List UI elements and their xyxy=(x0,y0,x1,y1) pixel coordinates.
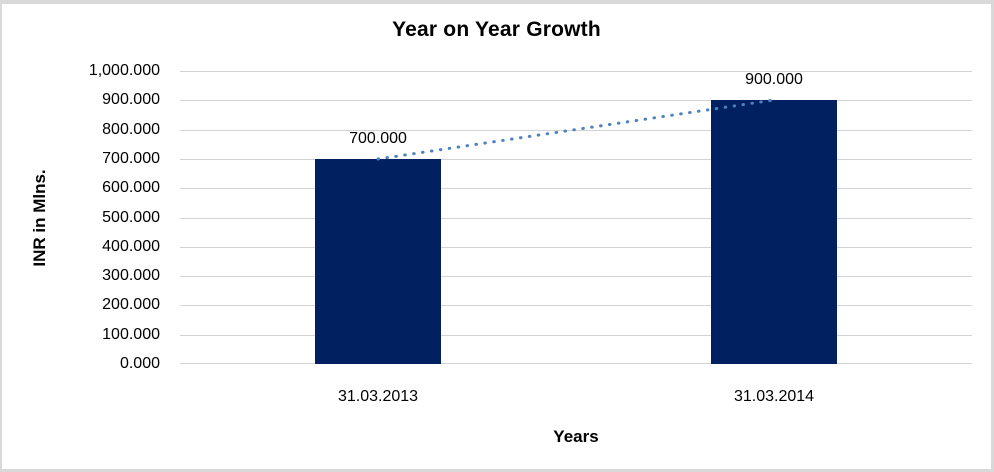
y-tick-label: 100.000 xyxy=(102,326,160,343)
y-tick-label: 800.000 xyxy=(102,121,160,138)
gridline xyxy=(180,247,972,248)
gridline xyxy=(180,159,972,160)
x-axis-line xyxy=(180,363,972,364)
y-tick-label: 0.000 xyxy=(119,355,160,372)
gridline xyxy=(180,71,972,72)
y-tick-label: 400.000 xyxy=(102,238,160,255)
trendline xyxy=(376,98,776,161)
y-tick-label: 200.000 xyxy=(102,296,160,313)
bar-31.03.2014 xyxy=(711,100,837,364)
gridline xyxy=(180,218,972,219)
x-tick-label: 31.03.2013 xyxy=(337,388,419,405)
y-tick-label: 500.000 xyxy=(102,209,160,226)
gridline xyxy=(180,276,972,277)
gridline xyxy=(180,188,972,189)
x-axis-title: Years xyxy=(553,427,599,446)
gridline xyxy=(180,335,972,336)
gridline xyxy=(180,130,972,131)
y-tick-label: 700.000 xyxy=(102,150,160,167)
y-tick-label: 900.000 xyxy=(102,91,160,108)
y-tick-label: 1,000.000 xyxy=(88,62,160,79)
bar-data-label: 700.000 xyxy=(349,130,407,147)
bar-31.03.2013 xyxy=(315,159,441,364)
y-tick-label: 600.000 xyxy=(102,179,160,196)
trendline-path xyxy=(376,98,776,161)
plot-area: 700.000 900.000 xyxy=(180,71,972,364)
gridline xyxy=(180,100,972,101)
y-tick-label: 300.000 xyxy=(102,267,160,284)
x-tick-label: 31.03.2014 xyxy=(733,388,815,405)
chart-title: Year on Year Growth xyxy=(392,18,601,41)
bar-data-label: 900.000 xyxy=(745,71,803,88)
gridline xyxy=(180,305,972,306)
